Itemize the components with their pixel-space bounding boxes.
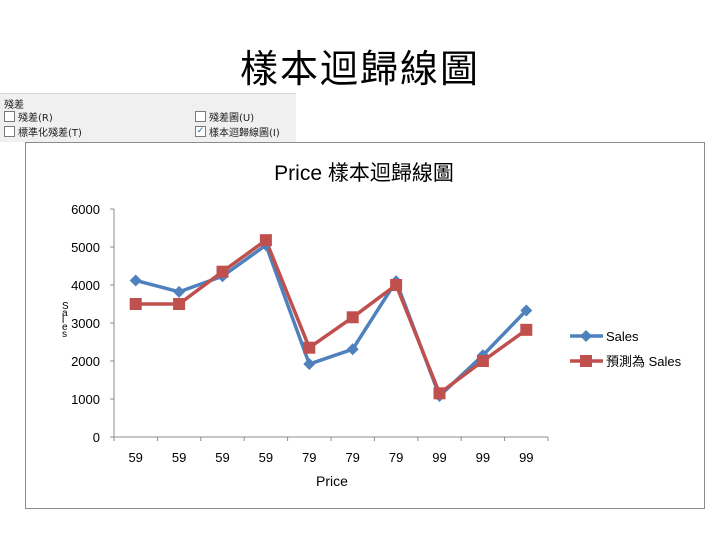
data-point-square (259, 234, 272, 247)
x-axis-label: Price (316, 473, 348, 489)
y-tick-label: 5000 (71, 240, 100, 255)
x-tick-label: 99 (476, 450, 490, 465)
data-point-square (390, 279, 403, 291)
data-point-diamond (173, 285, 186, 298)
x-tick-label: 79 (302, 450, 316, 465)
series-line-2 (135, 238, 528, 396)
data-point-square (129, 298, 142, 310)
x-tick-label: 59 (259, 450, 273, 465)
residual-plot-option[interactable]: 殘差圖(U) (195, 109, 254, 124)
data-point-square (216, 265, 229, 278)
data-point-square (173, 298, 186, 310)
residuals-heading: 殘差 (4, 100, 24, 111)
y-tick-label: 6000 (71, 202, 100, 217)
data-point-diamond (346, 343, 359, 356)
checkbox-checked[interactable]: ✓ (195, 126, 206, 137)
checkbox[interactable] (4, 126, 15, 137)
data-point-square (520, 323, 533, 336)
x-tick-label: 59 (128, 450, 142, 465)
x-tick-label: 59 (172, 450, 186, 465)
series-layer (129, 234, 533, 402)
data-point-square (433, 387, 446, 400)
residual-option-label: 殘差(R) (18, 113, 53, 124)
checkbox[interactable] (195, 111, 206, 122)
standardized-residual-option[interactable]: 標準化殘差(T) (4, 124, 82, 139)
data-point-diamond (303, 358, 316, 371)
residual-option[interactable]: 殘差(R) (4, 109, 53, 124)
line-fit-plot-option[interactable]: ✓ 樣本迴歸線圖(I) (195, 124, 280, 139)
data-point-diamond (520, 304, 533, 317)
y-tick-label: 1000 (71, 392, 100, 407)
residual-plot-option-label: 殘差圖(U) (209, 113, 255, 124)
legend-marker-square (580, 355, 592, 367)
legend-marker-diamond (580, 330, 592, 342)
x-axis-ticks: 59 59 59 59 79 79 79 99 99 99 (113, 437, 549, 465)
x-tick-label: 59 (215, 450, 229, 465)
y-axis-ticks: 0 1000 2000 3000 4000 5000 6000 (71, 202, 114, 445)
standardized-residual-option-label: 標準化殘差(T) (18, 128, 82, 139)
data-point-square (346, 311, 359, 324)
y-tick-label: 0 (93, 430, 100, 445)
x-tick-label: 79 (389, 450, 403, 465)
chart-frame (25, 142, 705, 509)
x-tick-label: 99 (519, 450, 533, 465)
residuals-options-panel: 殘差 殘差(R) 標準化殘差(T) 殘差圖(U) ✓ 樣本迴歸線圖(I) (0, 93, 296, 142)
legend-label: Sales (606, 329, 639, 344)
line-fit-plot-option-label: 樣本迴歸線圖(I) (209, 128, 280, 139)
chart-title: Price 樣本迴歸線圖 (274, 162, 454, 185)
checkbox[interactable] (4, 111, 15, 122)
x-tick-label: 79 (345, 450, 359, 465)
data-point-square (303, 341, 316, 354)
x-tick-label: 99 (432, 450, 446, 465)
y-tick-label: 3000 (71, 316, 100, 331)
y-tick-label: 4000 (71, 278, 100, 293)
data-point-diamond (129, 274, 142, 287)
legend: Sales 預測為 Sales (570, 329, 682, 369)
data-point-square (476, 355, 489, 367)
legend-label: 預測為 Sales (606, 354, 682, 369)
slide-title: 樣本迴歸線圖 (239, 47, 480, 91)
y-tick-label: 2000 (71, 354, 100, 369)
